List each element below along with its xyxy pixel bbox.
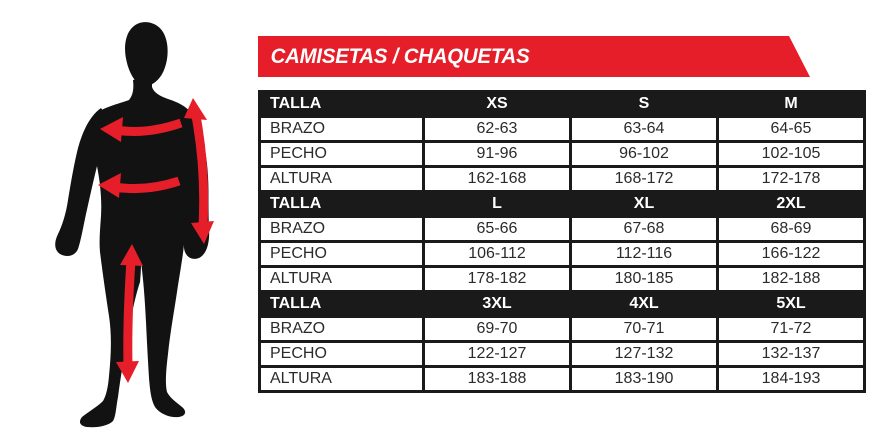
measure-value-cell: 102-105 [716,140,866,168]
human-body-silhouette-svg [55,22,214,428]
measure-value-cell: 91-96 [422,140,572,168]
left-arm-shape [55,108,109,257]
measure-label-cell: ALTURA [258,265,425,293]
size-header-row: TALLA XS S M [258,90,866,118]
measure-value-cell: 172-178 [716,165,866,193]
size-header-cell: L [422,190,572,218]
measure-label-cell: PECHO [258,240,425,268]
talla-header-cell: TALLA [258,90,425,118]
waist-measure-arrow [98,173,181,198]
head-shape [125,22,168,86]
size-header-cell: XS [422,90,572,118]
size-header-row: TALLA 3XL 4XL 5XL [258,290,866,318]
measure-row: ALTURA 178-182 180-185 182-188 [258,265,866,293]
measure-label-cell: PECHO [258,340,425,368]
measure-label-cell: BRAZO [258,115,425,143]
measure-value-cell: 122-127 [422,340,572,368]
measure-row: PECHO 91-96 96-102 102-105 [258,140,866,168]
size-header-cell: S [569,90,719,118]
measure-value-cell: 62-63 [422,115,572,143]
measure-value-cell: 183-188 [422,365,572,393]
measure-row: ALTURA 183-188 183-190 184-193 [258,365,866,393]
section-banner: CAMISETAS / CHAQUETAS [258,36,810,77]
measure-row: PECHO 122-127 127-132 132-137 [258,340,866,368]
size-table: TALLA XS S M BRAZO 62-63 63-64 64-65 PECHO 91-96 9… [258,90,866,393]
measure-row: PECHO 106-112 112-116 166-122 [258,240,866,268]
measure-label-cell: BRAZO [258,215,425,243]
chest-measure-arrow [100,117,183,142]
measure-value-cell: 63-64 [569,115,719,143]
measure-value-cell: 184-193 [716,365,866,393]
measure-value-cell: 68-69 [716,215,866,243]
measure-value-cell: 132-137 [716,340,866,368]
measure-value-cell: 112-116 [569,240,719,268]
talla-header-cell: TALLA [258,290,425,318]
measure-value-cell: 70-71 [569,315,719,343]
measure-value-cell: 168-172 [569,165,719,193]
measure-value-cell: 65-66 [422,215,572,243]
size-header-cell: M [716,90,866,118]
measure-label-cell: BRAZO [258,315,425,343]
arm-length-measure-arrow [184,98,214,244]
talla-header-cell: TALLA [258,190,425,218]
measure-value-cell: 162-168 [422,165,572,193]
torso-legs-shape [79,75,192,428]
human-silhouette [55,22,210,428]
measure-label-cell: ALTURA [258,165,425,193]
measure-value-cell: 106-112 [422,240,572,268]
size-header-cell: 3XL [422,290,572,318]
measure-row: ALTURA 162-168 168-172 172-178 [258,165,866,193]
measurement-figure [0,0,260,440]
measure-label-cell: PECHO [258,140,425,168]
size-header-cell: XL [569,190,719,218]
measure-value-cell: 69-70 [422,315,572,343]
measure-value-cell: 182-188 [716,265,866,293]
size-header-cell: 4XL [569,290,719,318]
measure-row: BRAZO 69-70 70-71 71-72 [258,315,866,343]
size-header-cell: 5XL [716,290,866,318]
measure-value-cell: 183-190 [569,365,719,393]
size-header-row: TALLA L XL 2XL [258,190,866,218]
measure-value-cell: 166-122 [716,240,866,268]
size-table-body: TALLA XS S M BRAZO 62-63 63-64 64-65 PECHO 91-96 9… [258,90,866,393]
measure-value-cell: 64-65 [716,115,866,143]
section-title: CAMISETAS / CHAQUETAS [270,44,530,68]
measure-value-cell: 178-182 [422,265,572,293]
size-header-cell: 2XL [716,190,866,218]
measure-label-cell: ALTURA [258,365,425,393]
measure-value-cell: 96-102 [569,140,719,168]
measure-value-cell: 127-132 [569,340,719,368]
measure-value-cell: 180-185 [569,265,719,293]
measure-value-cell: 71-72 [716,315,866,343]
measure-value-cell: 67-68 [569,215,719,243]
measure-row: BRAZO 62-63 63-64 64-65 [258,115,866,143]
inseam-measure-arrow [116,244,143,383]
measure-row: BRAZO 65-66 67-68 68-69 [258,215,866,243]
